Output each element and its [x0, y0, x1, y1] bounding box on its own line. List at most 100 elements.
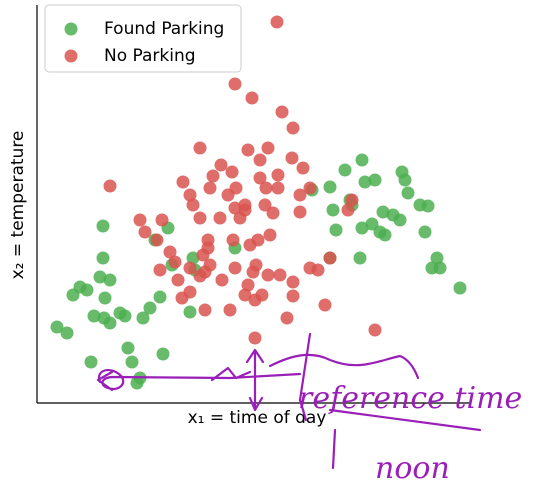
legend: Found Parking No Parking — [64, 19, 224, 66]
point — [263, 228, 277, 242]
point — [196, 248, 210, 262]
legend-label: No Parking — [104, 46, 196, 66]
point — [214, 158, 228, 172]
point — [271, 168, 285, 182]
point — [228, 261, 242, 275]
point — [138, 225, 152, 239]
point — [286, 289, 300, 303]
point — [266, 206, 280, 220]
point — [96, 219, 110, 233]
point — [215, 273, 229, 287]
point — [253, 153, 267, 167]
point — [206, 169, 220, 183]
point — [193, 141, 207, 155]
point — [271, 181, 285, 195]
point — [318, 298, 332, 312]
point — [156, 347, 170, 361]
point — [368, 323, 382, 337]
point — [418, 225, 432, 239]
point — [168, 255, 182, 269]
point — [345, 193, 359, 207]
point — [186, 251, 200, 265]
point — [293, 188, 307, 202]
point — [401, 186, 415, 200]
point — [245, 91, 259, 105]
point — [150, 233, 164, 247]
point — [259, 181, 273, 195]
legend-box — [44, 4, 242, 73]
point — [368, 173, 382, 187]
point — [226, 233, 240, 247]
point — [50, 320, 64, 334]
point — [323, 180, 337, 194]
point — [248, 331, 262, 345]
point — [241, 143, 255, 157]
point — [341, 203, 355, 217]
scribble-marks — [210, 332, 482, 470]
point — [355, 221, 369, 235]
point — [153, 263, 167, 277]
point — [243, 238, 257, 252]
point — [296, 161, 310, 175]
legend-marker — [64, 22, 78, 36]
y-axis-label: x₂ = temperature — [8, 131, 28, 280]
point — [376, 205, 390, 219]
point — [329, 223, 343, 237]
point — [87, 309, 101, 323]
point — [153, 290, 167, 304]
point — [338, 163, 352, 177]
point — [323, 251, 337, 265]
point — [273, 268, 287, 282]
point — [311, 263, 325, 277]
point — [261, 268, 275, 282]
point — [175, 291, 189, 305]
point — [228, 201, 242, 215]
point — [118, 309, 132, 323]
arrow-line — [97, 369, 302, 390]
point — [261, 141, 275, 155]
point — [121, 341, 135, 355]
point — [103, 179, 117, 193]
point — [183, 188, 197, 202]
point — [228, 77, 242, 91]
point — [198, 303, 212, 317]
point — [249, 258, 263, 272]
point — [183, 305, 197, 319]
annotation: noon — [375, 451, 450, 486]
point — [280, 311, 294, 325]
point — [393, 213, 407, 227]
x-axis-label: x₁ = time of day — [188, 408, 327, 428]
point — [98, 291, 112, 305]
legend-marker — [64, 49, 78, 63]
point — [80, 283, 94, 297]
point — [253, 171, 267, 185]
point — [421, 199, 435, 213]
point — [96, 251, 110, 265]
point — [93, 270, 107, 284]
arrow-head — [96, 370, 114, 392]
point — [223, 303, 237, 317]
point — [84, 355, 98, 369]
point — [60, 326, 74, 340]
point — [326, 203, 340, 217]
point — [286, 121, 300, 135]
annotation: reference time — [298, 381, 522, 416]
point — [258, 198, 272, 212]
point — [358, 175, 372, 189]
point — [183, 261, 197, 275]
point — [238, 288, 252, 302]
point — [430, 251, 444, 265]
point — [433, 261, 447, 275]
point — [103, 316, 117, 330]
point — [143, 301, 157, 315]
point — [285, 151, 299, 165]
point — [136, 311, 150, 325]
point — [238, 203, 252, 217]
point — [193, 211, 207, 225]
point — [275, 105, 289, 119]
handwriting — [96, 332, 482, 470]
point — [163, 245, 177, 259]
point — [213, 211, 227, 225]
point — [186, 198, 200, 212]
